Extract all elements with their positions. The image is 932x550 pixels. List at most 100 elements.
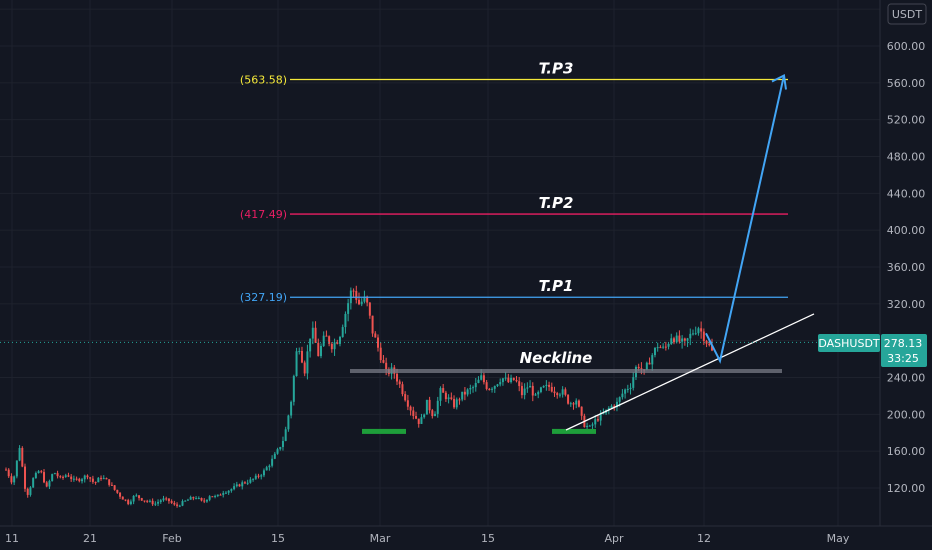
candle-body <box>360 301 363 305</box>
candle-body <box>542 385 545 388</box>
candle-body <box>512 377 515 381</box>
candle-body <box>667 343 670 347</box>
time-tick-label: Feb <box>162 532 181 545</box>
candle-body <box>618 397 621 402</box>
candle-body <box>43 472 46 483</box>
candle-body <box>409 406 412 411</box>
candle-body <box>632 377 635 388</box>
bar-countdown: 33:25 <box>887 352 919 365</box>
candle-body <box>474 382 477 388</box>
candle-body <box>626 388 629 390</box>
candle-body <box>184 500 187 502</box>
candle-body <box>358 299 360 305</box>
price-tick-label: 160.00 <box>887 445 926 458</box>
candle-body <box>132 495 135 502</box>
candle-body <box>292 376 295 402</box>
candle-body <box>434 413 437 417</box>
candle-body <box>656 347 659 349</box>
candle-body <box>325 335 328 337</box>
candle-body <box>569 403 572 405</box>
candle-body <box>423 414 426 418</box>
candle-body <box>216 494 219 496</box>
candle-body <box>431 410 434 417</box>
candle-body <box>197 498 200 500</box>
candle-body <box>436 400 439 414</box>
candle-body <box>515 380 518 382</box>
candle-body <box>371 315 374 334</box>
candle-body <box>195 498 198 500</box>
candle-body <box>243 482 246 484</box>
candle-body <box>119 492 122 497</box>
candle-body <box>613 405 616 408</box>
candle-body <box>135 495 138 497</box>
candle-body <box>300 350 303 363</box>
candle-body <box>336 342 339 344</box>
candle-body <box>110 484 113 486</box>
candle-body <box>458 399 461 401</box>
candle-body <box>157 501 160 504</box>
candle-body <box>287 415 290 430</box>
candle-body <box>306 351 309 374</box>
candle-body <box>173 502 176 505</box>
candle-body <box>140 498 143 501</box>
level-value-label: (327.19) <box>240 291 287 304</box>
candle-body <box>13 476 16 483</box>
candle-body <box>450 397 453 399</box>
candle-body <box>368 302 371 316</box>
candle-body <box>113 485 116 490</box>
candle-body <box>24 466 27 489</box>
candle-body <box>694 333 697 335</box>
candle-body <box>539 387 542 393</box>
candle-body <box>406 400 409 407</box>
candle-body <box>499 382 502 385</box>
candle-body <box>45 482 48 487</box>
projection-arrowhead <box>771 73 787 90</box>
price-tick-label: 520.00 <box>887 114 926 127</box>
price-tick-label: 360.00 <box>887 261 926 274</box>
candle-body <box>83 475 86 480</box>
candle-body <box>461 391 464 400</box>
candle-body <box>62 476 65 478</box>
candle-body <box>455 399 458 408</box>
candle-body <box>208 496 211 500</box>
candle-body <box>691 333 694 335</box>
price-axis[interactable] <box>880 0 932 526</box>
candle-body <box>550 386 553 392</box>
projection-arrow[interactable] <box>705 75 785 364</box>
candle-body <box>412 410 415 417</box>
candle-body <box>664 346 667 348</box>
candle-body <box>518 381 521 387</box>
candle-body <box>610 405 613 408</box>
time-axis[interactable] <box>0 526 880 550</box>
candle-body <box>577 400 580 407</box>
candle-body <box>246 482 249 484</box>
candle-body <box>15 460 18 477</box>
price-tick-label: 400.00 <box>887 224 926 237</box>
candle-body <box>295 351 298 377</box>
currency-badge[interactable] <box>887 3 927 25</box>
price-tick-label: 240.00 <box>887 372 926 385</box>
candle-body <box>238 484 241 487</box>
grid-lines <box>0 0 880 526</box>
candle-body <box>711 345 713 351</box>
level-name-label: T.P1 <box>539 277 574 295</box>
candle-body <box>167 498 170 502</box>
level-name-label: T.P3 <box>539 60 574 78</box>
candle-body <box>262 470 265 476</box>
price-tick-label: 200.00 <box>887 408 926 421</box>
support-marker-right <box>552 428 596 434</box>
candle-body <box>78 478 81 482</box>
candle-body <box>496 384 499 387</box>
candle-body <box>442 388 445 393</box>
candle-body <box>702 331 705 341</box>
candle-body <box>439 388 442 401</box>
candle-body <box>398 381 401 385</box>
candle-body <box>588 425 591 427</box>
level-value-label: (417.49) <box>240 208 287 221</box>
candle-body <box>681 338 684 342</box>
candle-body <box>97 477 100 483</box>
candle-body <box>545 384 548 386</box>
candle-body <box>276 449 279 454</box>
ascending-trendline[interactable] <box>565 313 815 431</box>
